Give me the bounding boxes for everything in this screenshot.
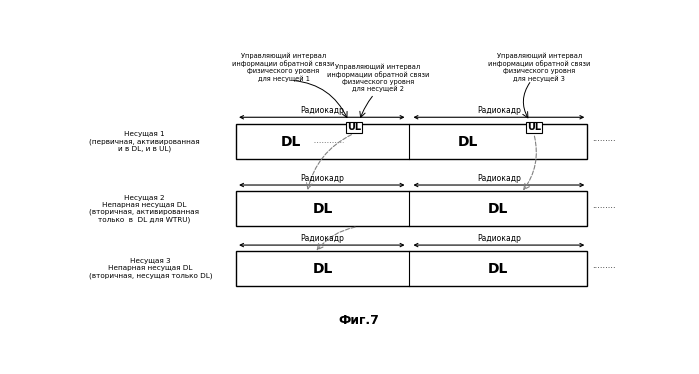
Bar <box>236 124 587 159</box>
Bar <box>236 251 587 286</box>
Text: Несущая 2
Непарная несущая DL
(вторичная, активированная
только  в  DL для WTRU): Несущая 2 Непарная несущая DL (вторичная… <box>89 194 199 223</box>
Text: UL: UL <box>347 122 361 132</box>
Text: ·········: ········· <box>592 204 616 213</box>
Text: Несущая 1
(первичная, активированная
и в DL, и в UL): Несущая 1 (первичная, активированная и в… <box>89 131 199 152</box>
Bar <box>236 191 587 226</box>
Text: DL: DL <box>457 135 477 148</box>
Bar <box>526 122 542 133</box>
Text: DL: DL <box>488 202 508 215</box>
Text: Управляющий интервал
информации обратной связи
физического уровня
для несущей 3: Управляющий интервал информации обратной… <box>488 53 591 82</box>
Text: Фиг.7: Фиг.7 <box>338 314 379 327</box>
Text: ·········: ········· <box>592 137 616 146</box>
Text: Несущая 3
Непарная несущая DL
(вторичная, несущая только DL): Несущая 3 Непарная несущая DL (вторичная… <box>89 258 212 279</box>
Text: DL: DL <box>488 261 508 276</box>
Text: ·········: ········· <box>592 264 616 273</box>
Text: DL: DL <box>312 261 333 276</box>
Text: DL: DL <box>281 135 301 148</box>
Text: Радиокадр: Радиокадр <box>300 106 344 115</box>
Text: Радиокадр: Радиокадр <box>477 234 521 243</box>
Text: Радиокадр: Радиокадр <box>300 174 344 183</box>
Text: Радиокадр: Радиокадр <box>477 174 521 183</box>
Text: DL: DL <box>312 202 333 215</box>
Bar <box>346 122 361 133</box>
Text: Радиокадр: Радиокадр <box>477 106 521 115</box>
Text: Управляющий интервал
информации обратной связи
физического уровня
для несущей 1: Управляющий интервал информации обратной… <box>232 53 335 82</box>
Text: Радиокадр: Радиокадр <box>300 234 344 243</box>
Text: Управляющий интервал
информации обратной связи
физического уровня
для несущей 2: Управляющий интервал информации обратной… <box>327 63 429 92</box>
Text: UL: UL <box>527 122 541 132</box>
